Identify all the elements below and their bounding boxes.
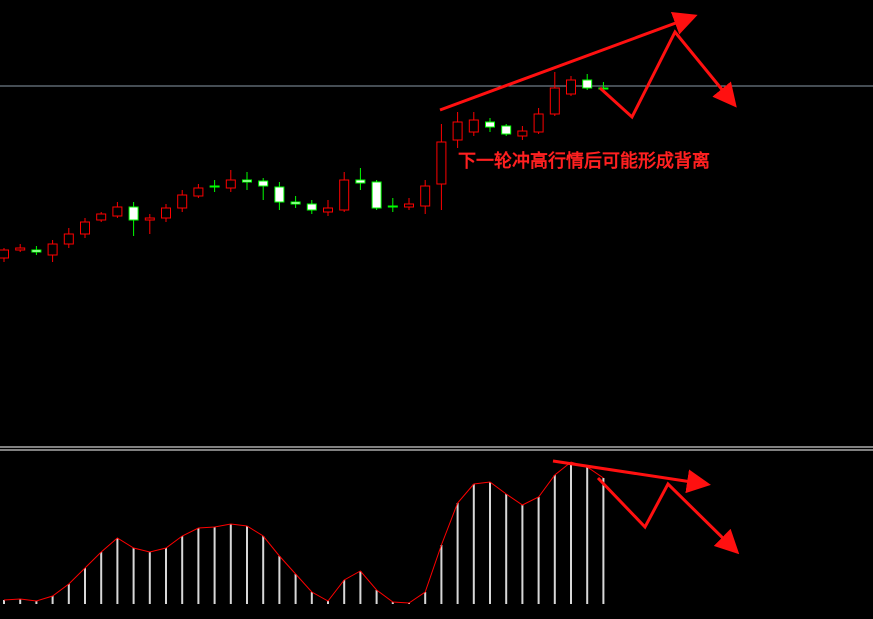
candle-body — [80, 221, 90, 235]
arrow — [552, 459, 711, 494]
candle-body — [225, 179, 236, 189]
candle-body — [533, 113, 544, 133]
candle-body — [209, 185, 220, 188]
candle-body — [549, 87, 560, 115]
candle-body — [436, 141, 447, 185]
arrow — [598, 29, 737, 120]
candle-body — [274, 186, 285, 203]
arrows — [439, 11, 740, 555]
candle-body — [0, 249, 9, 259]
candle-body — [355, 179, 366, 184]
candle-body — [242, 179, 252, 183]
candle-body — [323, 207, 333, 213]
candle-body — [15, 247, 26, 251]
candle-body — [161, 207, 171, 219]
candle-body — [404, 203, 414, 208]
candle-body — [63, 233, 74, 245]
annotation: 下一轮冲高行情后可能形成背离 — [458, 150, 710, 172]
candle-body — [387, 205, 398, 208]
candle-body — [31, 249, 42, 253]
candle-body — [485, 121, 495, 128]
indicator-line — [3, 461, 604, 604]
candle-body — [501, 125, 512, 135]
arrow — [596, 476, 740, 555]
candle-body — [468, 119, 479, 133]
candle-body — [193, 187, 204, 197]
candle-body — [371, 181, 382, 209]
candle-body — [96, 213, 107, 221]
candle-body — [420, 185, 431, 207]
candle-body — [258, 180, 269, 187]
candle-body — [177, 194, 188, 209]
candle-body — [339, 179, 350, 211]
candle-body — [598, 87, 609, 90]
candle-body — [306, 203, 317, 211]
plot — [0, 72, 873, 604]
candle-body — [290, 201, 301, 205]
candle-body — [47, 243, 58, 256]
candle-body — [144, 217, 155, 221]
candle-body — [112, 206, 123, 217]
arrow — [439, 11, 698, 112]
candle-body — [128, 206, 139, 221]
candle-body — [582, 79, 593, 89]
candle-body — [452, 121, 463, 141]
candle-body — [517, 130, 528, 137]
candle-body — [566, 79, 576, 95]
